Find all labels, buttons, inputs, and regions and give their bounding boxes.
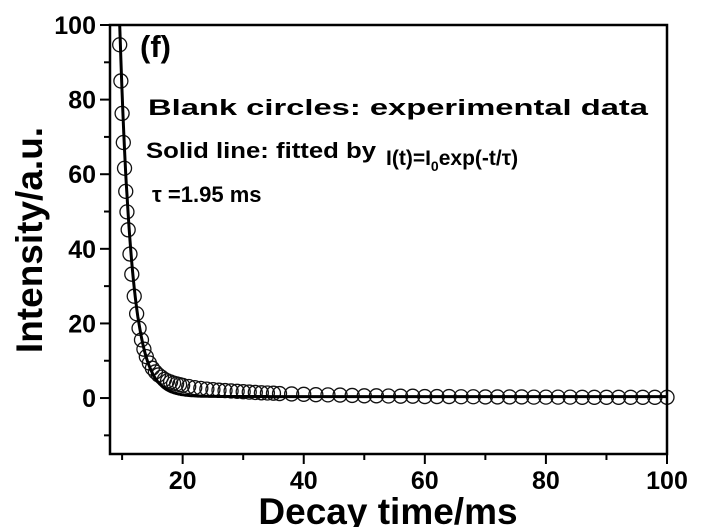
- x-tick-label: 40: [290, 467, 318, 495]
- annotation-line2: Solid line: fitted by: [146, 138, 377, 163]
- y-tick-label: 0: [82, 385, 96, 413]
- y-axis-label: Intensity/a.u.: [9, 127, 50, 353]
- data-point: [308, 387, 324, 403]
- x-tick-label: 80: [532, 467, 560, 495]
- panel-label: (f): [140, 29, 171, 64]
- annotation-line1: Blank circles: experimental data: [148, 95, 649, 120]
- y-tick-label: 80: [68, 87, 96, 115]
- data-point: [265, 385, 282, 401]
- formula: I(t)=I0exp(-t/τ): [386, 147, 518, 174]
- x-axis-label: Decay time/ms: [258, 491, 517, 527]
- formula-rest: exp(-t/τ): [439, 147, 518, 170]
- axis-ticks: 20 40 60 80 100 0 20 40 60 80 100: [54, 12, 688, 495]
- formula-main: I(t)=I: [386, 147, 431, 170]
- formula-sub: 0: [431, 158, 439, 174]
- data-point: [229, 383, 245, 399]
- data-point: [253, 385, 270, 401]
- data-point: [247, 384, 263, 401]
- data-point: [332, 387, 348, 403]
- x-tick-label: 20: [169, 467, 197, 495]
- data-point: [320, 387, 336, 403]
- data-point: [296, 386, 312, 402]
- tau-annotation: τ =1.95 ms: [152, 182, 262, 207]
- data-point: [283, 386, 300, 402]
- y-tick-label: 100: [54, 12, 96, 40]
- data-point: [271, 385, 288, 402]
- data-point: [181, 378, 197, 395]
- y-tick-label: 20: [68, 310, 96, 338]
- fit-line: [118, 24, 667, 399]
- data-point: [259, 385, 276, 401]
- data-point: [235, 384, 251, 400]
- experimental-points: [112, 37, 675, 405]
- plot-frame: [108, 23, 669, 456]
- data-point: [175, 377, 191, 394]
- x-tick-label: 60: [411, 467, 439, 495]
- x-tick-label: 100: [646, 467, 688, 495]
- y-tick-label: 60: [68, 161, 96, 189]
- data-point: [241, 384, 257, 400]
- y-tick-label: 40: [68, 236, 96, 264]
